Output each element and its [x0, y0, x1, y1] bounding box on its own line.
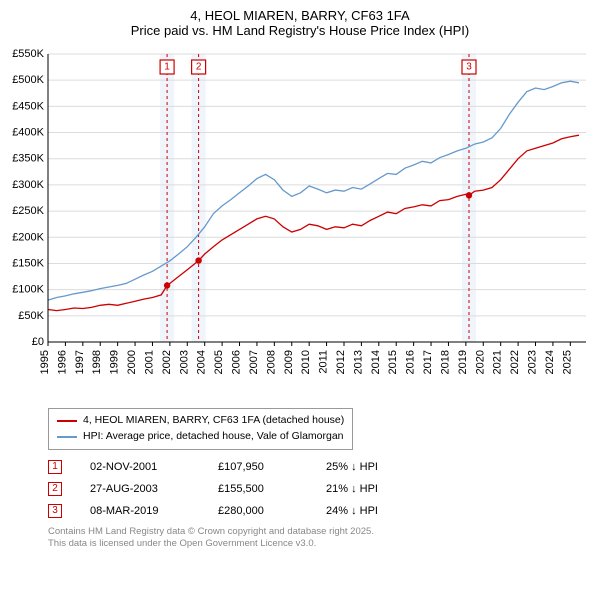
x-tick-label: 2006: [231, 350, 243, 374]
x-tick-label: 2017: [422, 350, 434, 374]
legend-swatch: [57, 436, 77, 438]
marker-number: 1: [164, 62, 170, 73]
sale-point: [164, 282, 170, 288]
series-hpi: [48, 81, 579, 300]
chart-svg: £0 £50K £100K £150K £200K £250K £300K £350K £400…: [8, 44, 592, 404]
legend-swatch: [57, 420, 77, 422]
x-tick-label: 2009: [283, 350, 295, 374]
marker-number: 3: [466, 62, 472, 73]
x-tick-label: 2021: [492, 350, 504, 374]
x-tick-label: 2024: [544, 350, 556, 374]
sale-point: [195, 257, 201, 263]
x-tick-label: 2023: [527, 350, 539, 374]
chart-title: 4, HEOL MIAREN, BARRY, CF63 1FA Price pa…: [8, 8, 592, 38]
sale-delta: 25% ↓ HPI: [326, 461, 426, 473]
x-tick-label: 1998: [91, 350, 103, 374]
legend-item: HPI: Average price, detached house, Vale…: [57, 429, 344, 445]
sale-price: £155,500: [218, 483, 298, 495]
legend-label: 4, HEOL MIAREN, BARRY, CF63 1FA (detache…: [83, 413, 344, 429]
sale-delta: 24% ↓ HPI: [326, 505, 426, 517]
sale-date: 02-NOV-2001: [90, 461, 190, 473]
y-tick-label: £50K: [18, 310, 44, 322]
x-tick-label: 2001: [143, 350, 155, 374]
x-tick-label: 2002: [161, 350, 173, 374]
y-tick-label: £0: [32, 336, 44, 348]
sale-delta: 21% ↓ HPI: [326, 483, 426, 495]
x-tick-label: 2012: [335, 350, 347, 374]
footer-attribution: Contains HM Land Registry data © Crown c…: [48, 526, 592, 551]
sale-badge: 1: [48, 460, 62, 474]
sale-date: 27-AUG-2003: [90, 483, 190, 495]
sale-date: 08-MAR-2019: [90, 505, 190, 517]
x-tick-label: 2005: [213, 350, 225, 374]
sale-row: 3 08-MAR-2019 £280,000 24% ↓ HPI: [48, 504, 592, 518]
sale-point: [466, 192, 472, 198]
x-tick-label: 2013: [352, 350, 364, 374]
y-tick-label: £200K: [12, 231, 44, 243]
x-tick-label: 2010: [300, 350, 312, 374]
y-tick-label: £150K: [12, 257, 44, 269]
legend: 4, HEOL MIAREN, BARRY, CF63 1FA (detache…: [48, 408, 353, 450]
x-tick-label: 2019: [457, 350, 469, 374]
y-tick-label: £100K: [12, 284, 44, 296]
y-tick-label: £400K: [12, 127, 44, 139]
x-tick-label: 1996: [56, 350, 68, 374]
x-tick-label: 2015: [387, 350, 399, 374]
sale-row: 1 02-NOV-2001 £107,950 25% ↓ HPI: [48, 460, 592, 474]
x-tick-label: 2000: [126, 350, 138, 374]
x-tick-label: 2020: [474, 350, 486, 374]
chart-area: £0 £50K £100K £150K £200K £250K £300K £350K £400…: [8, 44, 592, 404]
y-tick-label: £350K: [12, 153, 44, 165]
x-tick-label: 2008: [265, 350, 277, 374]
sale-price: £280,000: [218, 505, 298, 517]
marker-number: 2: [196, 62, 202, 73]
x-tick-label: 2016: [405, 350, 417, 374]
x-tick-label: 2018: [439, 350, 451, 374]
x-tick-label: 1997: [74, 350, 86, 374]
title-subtitle: Price paid vs. HM Land Registry's House …: [8, 23, 592, 38]
y-tick-label: £250K: [12, 205, 44, 217]
sale-row: 2 27-AUG-2003 £155,500 21% ↓ HPI: [48, 482, 592, 496]
footer-line1: Contains HM Land Registry data © Crown c…: [48, 526, 592, 538]
sale-badge: 3: [48, 504, 62, 518]
y-tick-label: £550K: [12, 48, 44, 60]
series-price_paid: [48, 135, 579, 310]
x-tick-label: 2003: [178, 350, 190, 374]
legend-label: HPI: Average price, detached house, Vale…: [83, 429, 344, 445]
sale-price: £107,950: [218, 461, 298, 473]
y-tick-label: £450K: [12, 100, 44, 112]
x-tick-label: 2011: [318, 350, 330, 374]
y-tick-label: £300K: [12, 179, 44, 191]
x-tick-label: 2022: [509, 350, 521, 374]
sale-badge: 2: [48, 482, 62, 496]
legend-item: 4, HEOL MIAREN, BARRY, CF63 1FA (detache…: [57, 413, 344, 429]
x-tick-label: 1999: [109, 350, 121, 374]
x-tick-label: 2007: [248, 350, 260, 374]
x-tick-label: 2014: [370, 350, 382, 374]
x-tick-label: 2004: [196, 350, 208, 374]
title-address: 4, HEOL MIAREN, BARRY, CF63 1FA: [8, 8, 592, 23]
footer-line2: This data is licensed under the Open Gov…: [48, 538, 592, 550]
x-tick-label: 2025: [561, 350, 573, 374]
y-tick-label: £500K: [12, 74, 44, 86]
sales-table: 1 02-NOV-2001 £107,950 25% ↓ HPI 2 27-AUG-200…: [48, 460, 592, 518]
x-tick-label: 1995: [39, 350, 51, 374]
